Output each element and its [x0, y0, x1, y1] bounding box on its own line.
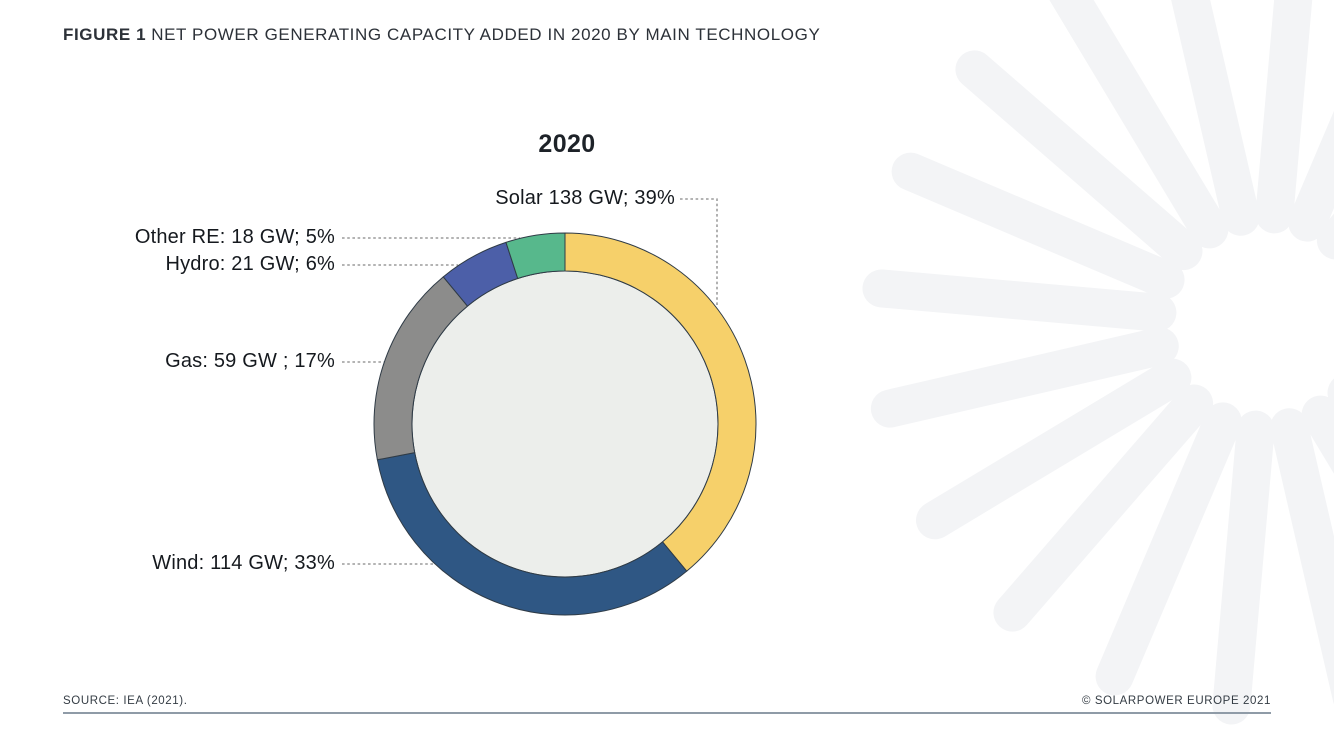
leader-solar: [680, 198, 718, 305]
donut-segment-other-re: [505, 232, 566, 279]
figure-title-text: NET POWER GENERATING CAPACITY ADDED IN 2…: [151, 25, 821, 44]
callout-solar: Solar 138 GW; 39%: [495, 187, 675, 209]
chart-year-title: 2020: [538, 130, 596, 158]
callout-hydro: Hydro: 21 GW; 6%: [165, 253, 335, 275]
sunburst-ray: [1288, 110, 1334, 242]
donut-inner-disc: [411, 270, 719, 578]
footer-divider: [63, 712, 1271, 714]
sunburst-ray: [1171, 0, 1260, 236]
sunburst-ray: [891, 152, 1185, 299]
sunburst-ray: [870, 327, 1179, 428]
sunburst-ray: [1270, 408, 1334, 704]
sunburst-ray: [993, 384, 1214, 632]
sunburst-ray: [1212, 410, 1275, 725]
figure-title: FIGURE 1 NET POWER GENERATING CAPACITY AD…: [63, 25, 820, 45]
sunburst-ray: [862, 269, 1177, 332]
callout-leader-lines: [342, 198, 718, 565]
sunburst-decoration: [862, 0, 1334, 725]
figure-number: FIGURE 1: [63, 25, 147, 44]
callout-gas: Gas: 59 GW ; 17%: [165, 350, 335, 372]
sunburst-ray: [1049, 0, 1229, 249]
sunburst-ray: [915, 358, 1192, 540]
donut-chart: [373, 232, 757, 616]
copyright-note: © SOLARPOWER EUROPE 2021: [1081, 695, 1271, 707]
sunburst-ray: [1095, 402, 1242, 696]
sunburst-ray: [955, 50, 1203, 271]
callout-wind: Wind: 114 GW; 33%: [152, 552, 335, 574]
source-note: SOURCE: IEA (2021).: [63, 695, 188, 707]
sunburst-ray: [1255, 0, 1313, 234]
callout-other-re: Other RE: 18 GW; 5%: [134, 226, 335, 248]
